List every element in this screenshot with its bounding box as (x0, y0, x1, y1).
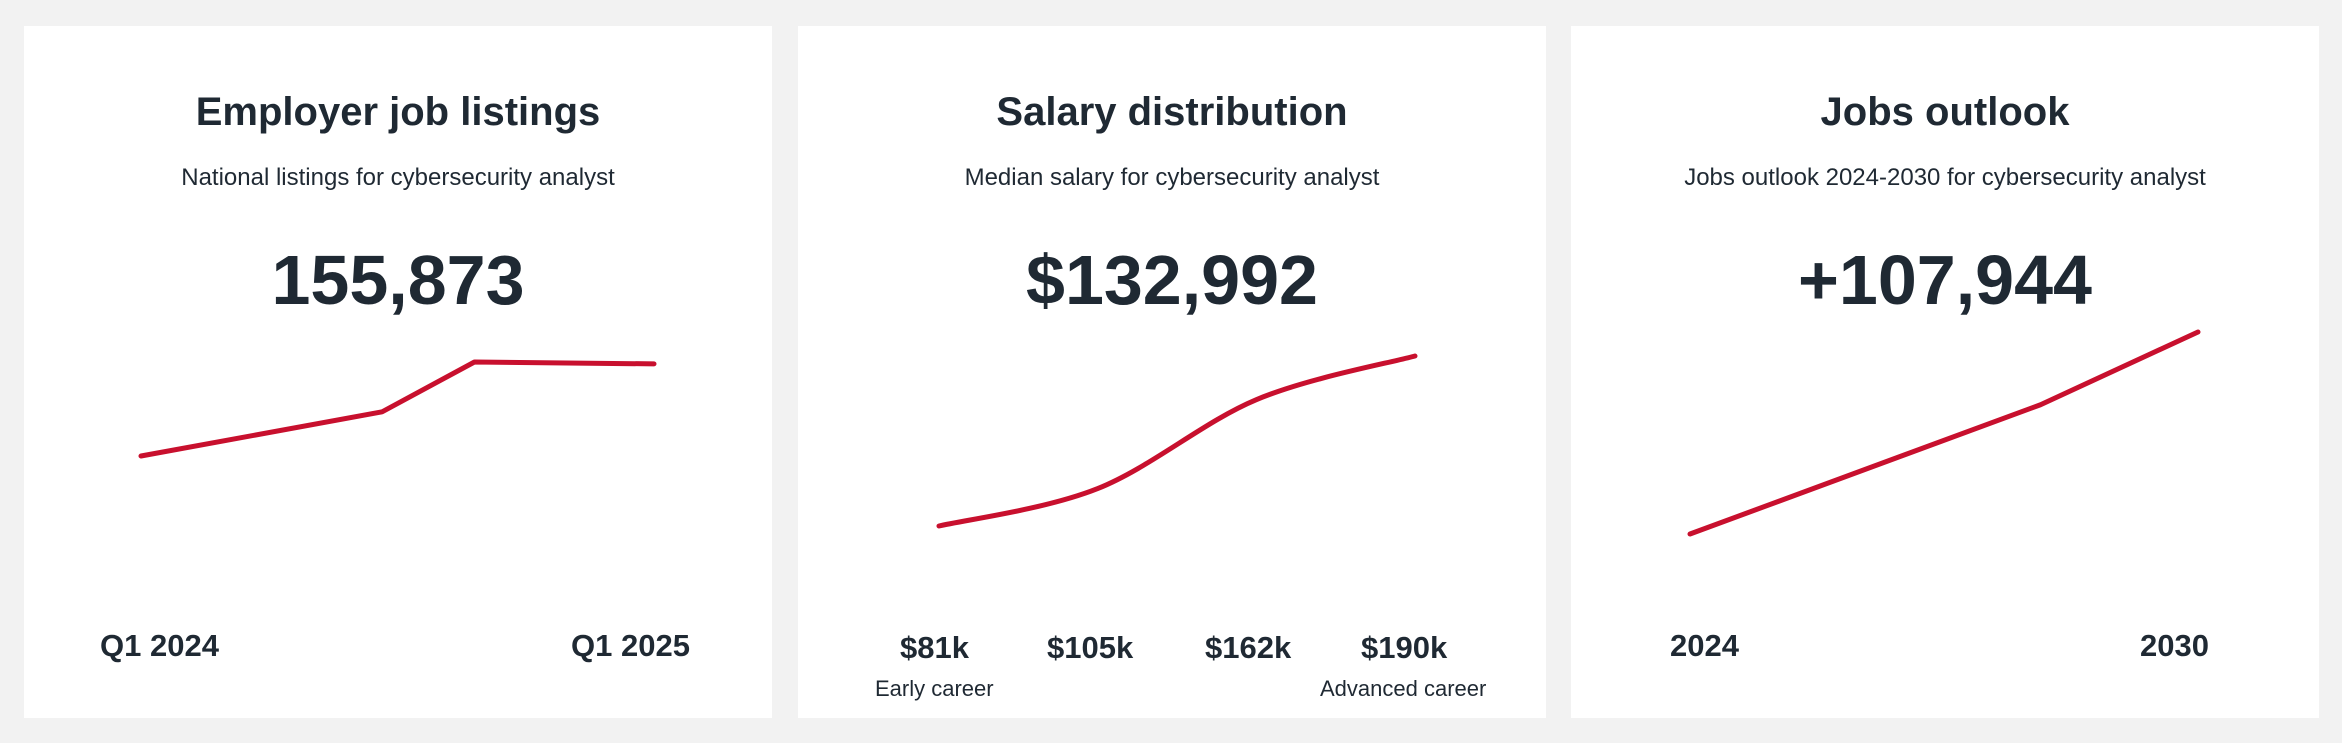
x-axis-label-end: 2030 (2140, 628, 2209, 663)
salary-tick-label: $190k (1361, 630, 1448, 665)
series-line (138, 359, 657, 459)
headline-metric: $132,992 (1026, 241, 1318, 319)
series-line (936, 353, 1418, 529)
advanced-career-label: Advanced career (1320, 676, 1487, 701)
salary-tick-label: $105k (1047, 630, 1134, 665)
card-subtitle: Jobs outlook 2024-2030 for cybersecurity… (1684, 164, 2206, 191)
salary-tick-label: $81k (900, 630, 969, 665)
headline-metric: +107,944 (1798, 241, 2092, 319)
x-axis-label-end: Q1 2025 (571, 628, 690, 663)
x-axis-label-start: Q1 2024 (100, 628, 219, 663)
salary-tick-label: $162k (1205, 630, 1292, 665)
salary-distribution-card: Salary distribution Median salary for cy… (798, 26, 1546, 718)
series-line (1687, 329, 2201, 537)
card-subtitle: Median salary for cybersecurity analyst (964, 164, 1380, 191)
card-subtitle: National listings for cybersecurity anal… (181, 164, 615, 191)
card-title: Jobs outlook (1820, 90, 2070, 134)
early-career-label: Early career (875, 676, 994, 701)
x-axis-label-start: 2024 (1670, 628, 1739, 663)
job-listings-card: Employer job listings National listings … (24, 26, 772, 718)
card-title: Salary distribution (996, 90, 1348, 134)
jobs-outlook-card: Jobs outlook Jobs outlook 2024-2030 for … (1571, 26, 2319, 718)
headline-metric: 155,873 (271, 241, 525, 319)
card-title: Employer job listings (195, 90, 601, 134)
